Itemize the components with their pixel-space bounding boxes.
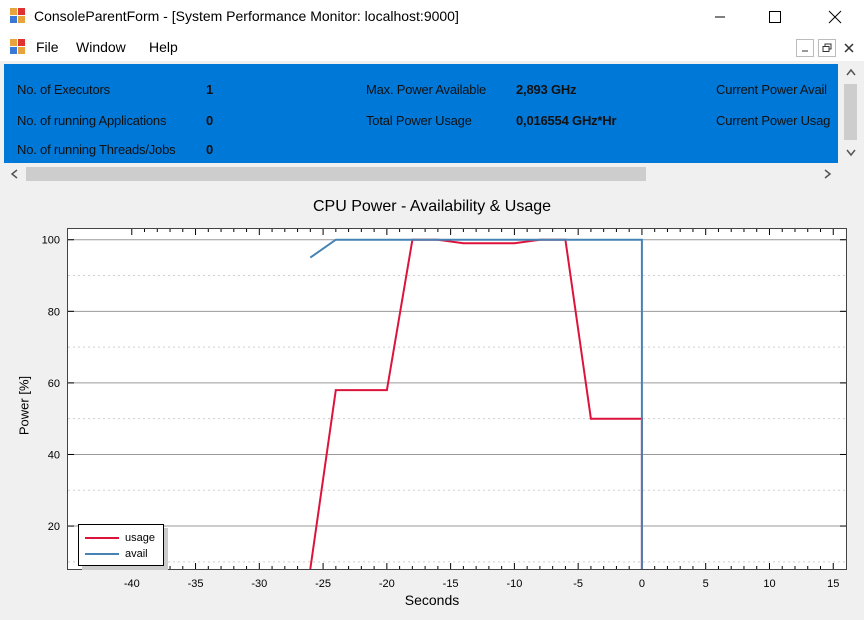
window-title: ConsoleParentForm - [System Performance … <box>34 8 459 24</box>
x-tick-label: -10 <box>506 578 522 590</box>
y-tick-label: 20 <box>48 521 60 533</box>
close-icon <box>828 10 842 23</box>
menu-bar: File Window Help <box>0 33 864 61</box>
minimize-button[interactable] <box>697 0 743 33</box>
legend-swatch-usage <box>85 537 119 539</box>
vertical-scroll-thumb[interactable] <box>844 84 857 140</box>
series-line-avail <box>309 238 643 569</box>
executors-label: No. of Executors <box>17 82 110 97</box>
total-usage-value: 0,016554 GHz*Hr <box>516 113 617 128</box>
x-tick-label: -35 <box>188 578 204 590</box>
max-power-value: 2,893 GHz <box>516 82 577 97</box>
x-tick-label: -5 <box>573 578 583 590</box>
current-avail-label: Current Power Avail <box>716 82 827 97</box>
running-threads-label: No. of running Threads/Jobs <box>17 142 176 157</box>
close-button[interactable] <box>812 0 858 33</box>
plot-area <box>67 228 847 570</box>
menu-help[interactable]: Help <box>149 39 178 55</box>
horizontal-scroll-thumb[interactable] <box>26 167 646 181</box>
scroll-up-icon[interactable] <box>846 68 856 76</box>
x-tick-label: 15 <box>827 578 839 590</box>
x-axis-label: Seconds <box>404 592 460 608</box>
chart-legend: usage avail <box>78 524 164 566</box>
app-icon <box>10 8 26 24</box>
legend-label-avail: avail <box>125 548 148 560</box>
scroll-down-icon[interactable] <box>846 149 856 157</box>
running-apps-label: No. of running Applications <box>17 113 167 128</box>
x-tick-label: -30 <box>251 578 267 590</box>
minimize-icon <box>802 50 808 52</box>
legend-label-usage: usage <box>125 532 155 544</box>
x-tick-label: -25 <box>315 578 331 590</box>
series-line-usage <box>309 238 643 570</box>
restore-icon <box>822 43 832 52</box>
mdi-restore-button[interactable] <box>818 39 836 57</box>
legend-swatch-avail <box>85 553 119 555</box>
running-apps-value: 0 <box>206 113 214 128</box>
info-panel: No. of Executors 1 No. of running Applic… <box>4 64 838 163</box>
mdi-close-button[interactable] <box>840 39 858 57</box>
chart-title: CPU Power - Availability & Usage <box>312 198 552 215</box>
max-power-label: Max. Power Available <box>366 82 487 97</box>
child-window-icon[interactable] <box>10 39 26 55</box>
x-tick-label: 10 <box>763 578 775 590</box>
title-bar: ConsoleParentForm - [System Performance … <box>0 0 864 33</box>
scroll-right-icon[interactable] <box>824 169 832 179</box>
maximize-button[interactable] <box>752 0 798 33</box>
y-tick-label: 100 <box>42 235 60 247</box>
y-tick-label: 40 <box>48 449 60 461</box>
total-usage-label: Total Power Usage <box>366 113 472 128</box>
legend-item-avail: avail <box>85 547 148 561</box>
scroll-left-icon[interactable] <box>10 169 18 179</box>
maximize-icon <box>769 10 781 23</box>
menu-window[interactable]: Window <box>76 39 126 55</box>
vertical-scrollbar[interactable] <box>838 64 864 163</box>
horizontal-scrollbar[interactable] <box>4 163 838 185</box>
x-tick-label: -20 <box>379 578 395 590</box>
y-tick-label: 80 <box>48 306 60 318</box>
mdi-minimize-button[interactable] <box>796 39 814 57</box>
close-icon <box>844 43 854 53</box>
executors-value: 1 <box>206 82 214 97</box>
running-threads-value: 0 <box>206 142 214 157</box>
x-tick-label: 0 <box>639 578 645 590</box>
legend-item-usage: usage <box>85 531 155 545</box>
current-usage-label: Current Power Usag <box>716 113 831 128</box>
menu-file[interactable]: File <box>36 39 59 55</box>
minimize-icon <box>715 16 725 17</box>
y-tick-label: 60 <box>48 378 60 390</box>
y-axis-label: Power [%] <box>16 375 32 436</box>
x-tick-label: 5 <box>703 578 709 590</box>
x-tick-label: -40 <box>124 578 140 590</box>
x-tick-label: -15 <box>443 578 459 590</box>
